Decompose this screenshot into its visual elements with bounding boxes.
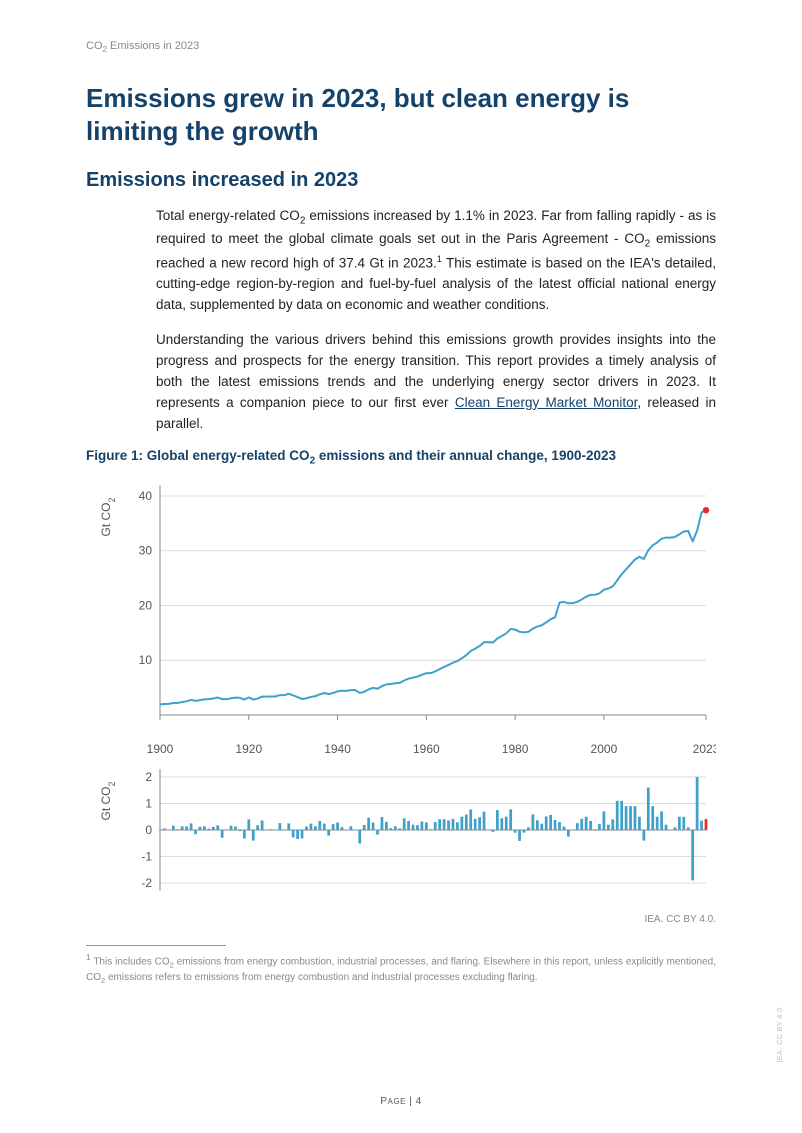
- header-text-pre: CO: [86, 40, 103, 52]
- svg-text:30: 30: [139, 544, 153, 558]
- svg-text:10: 10: [139, 653, 153, 667]
- svg-text:2000: 2000: [591, 742, 618, 756]
- section-heading: Emissions increased in 2023: [86, 169, 716, 192]
- pn-mid: AGE: [388, 1097, 406, 1106]
- svg-text:Gt CO2: Gt CO2: [99, 782, 117, 821]
- fig-pre: Figure 1: Global energy-related CO: [86, 448, 310, 463]
- paragraph-1: Total energy-related CO2 emissions incre…: [156, 206, 716, 316]
- svg-text:1920: 1920: [235, 742, 262, 756]
- svg-text:1: 1: [145, 797, 152, 811]
- clean-energy-market-monitor-link[interactable]: Clean Energy Market Monitor: [455, 395, 638, 410]
- fig-post: emissions and their annual change, 1900-…: [315, 448, 616, 463]
- figure-attribution: IEA. CC BY 4.0.: [86, 914, 716, 925]
- figure-caption: Figure 1: Global energy-related CO2 emis…: [86, 448, 716, 467]
- side-attribution: IEA. CC BY 4.0.: [777, 1005, 784, 1063]
- svg-text:1960: 1960: [413, 742, 440, 756]
- chart-svg: 10203040Gt CO219001920194019601980200020…: [86, 477, 716, 903]
- header-text-post: Emissions in 2023: [107, 40, 199, 52]
- svg-text:2023: 2023: [693, 742, 716, 756]
- footnote-1: 1 This includes CO2 emissions from energ…: [86, 952, 716, 986]
- footnote-rule: [86, 945, 226, 946]
- pn-post: | 4: [406, 1096, 422, 1107]
- svg-text:0: 0: [145, 823, 152, 837]
- page-title: Emissions grew in 2023, but clean energy…: [86, 82, 716, 147]
- svg-text:1940: 1940: [324, 742, 351, 756]
- running-header: CO2 Emissions in 2023: [86, 40, 716, 54]
- p1-pre: Total energy-related CO: [156, 208, 300, 223]
- svg-text:1980: 1980: [502, 742, 529, 756]
- svg-text:Gt CO2: Gt CO2: [99, 498, 117, 537]
- svg-text:-1: -1: [141, 850, 152, 864]
- svg-text:-2: -2: [141, 876, 152, 890]
- fn-pre: This includes CO: [91, 956, 170, 967]
- svg-text:2: 2: [145, 770, 152, 784]
- pn-pre: P: [380, 1096, 387, 1107]
- paragraph-2: Understanding the various drivers behind…: [156, 330, 716, 435]
- svg-text:1900: 1900: [147, 742, 174, 756]
- svg-text:20: 20: [139, 599, 153, 613]
- page-number: PAGE | 4: [0, 1096, 802, 1107]
- fn-post: emissions refers to emissions from energ…: [105, 972, 537, 983]
- document-page: CO2 Emissions in 2023 Emissions grew in …: [0, 0, 802, 1133]
- figure-1-chart: 10203040Gt CO219001920194019601980200020…: [86, 477, 716, 908]
- svg-text:40: 40: [139, 489, 153, 503]
